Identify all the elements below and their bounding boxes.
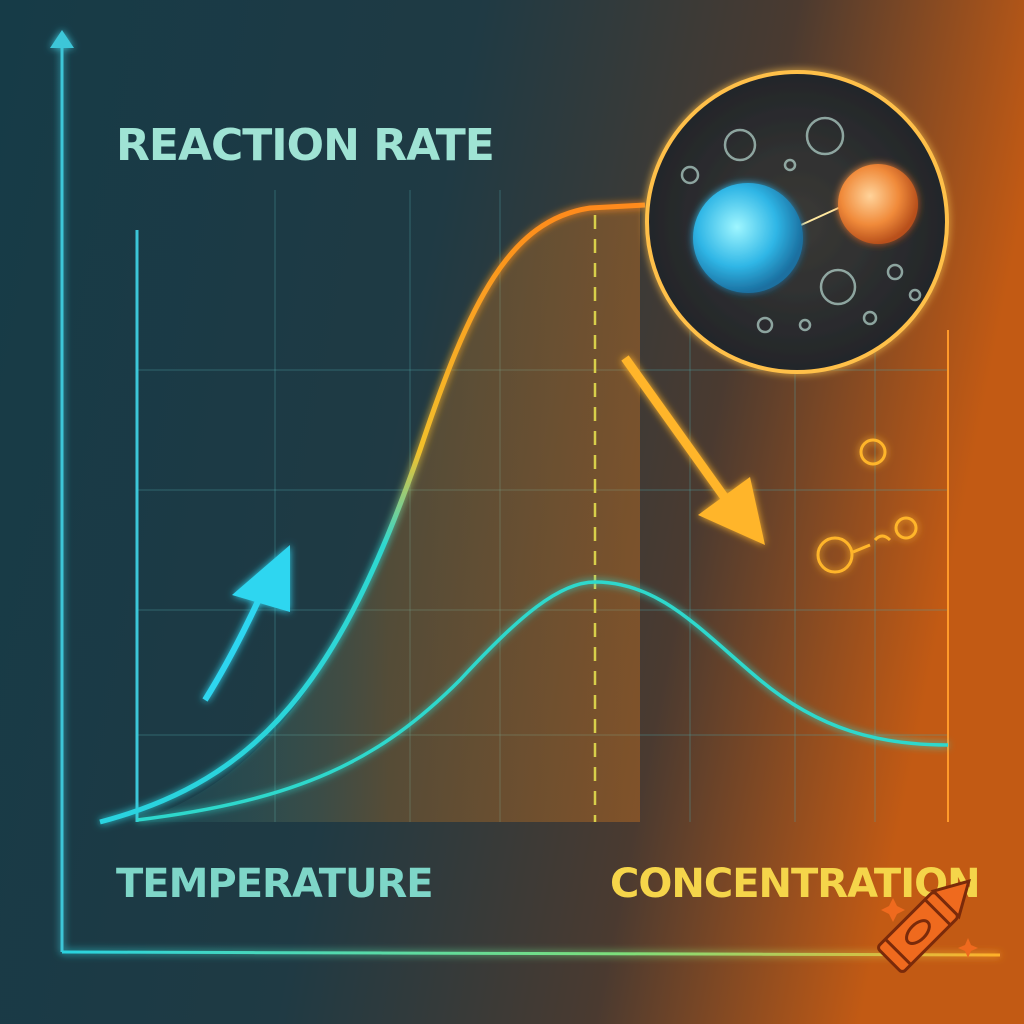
rate-curve	[99, 202, 646, 825]
molecules	[816, 438, 918, 574]
molecule-inset	[645, 70, 949, 374]
secondary-curve	[136, 580, 949, 822]
x-axis-label-right: CONCENTRATION	[610, 861, 980, 907]
down-arrow	[621, 355, 765, 545]
curve-fill	[137, 205, 640, 822]
y-axis-label: REACTION RATE	[116, 120, 494, 171]
x-axis-label-left: TEMPERATURE	[116, 861, 433, 907]
crayon-icon	[877, 878, 978, 973]
up-arrow	[202, 545, 290, 702]
outer-axes	[50, 30, 1001, 957]
